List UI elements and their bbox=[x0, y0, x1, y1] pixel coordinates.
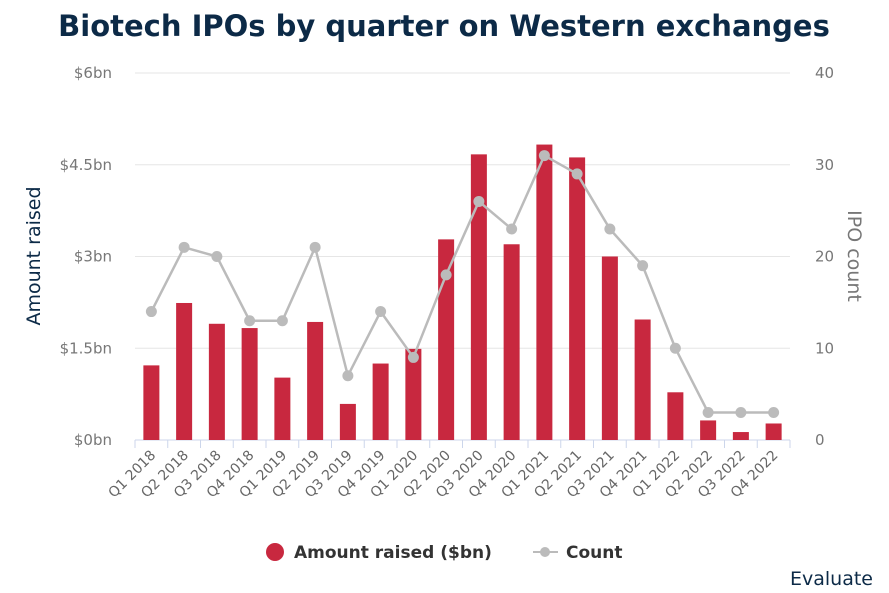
left-axis-label: Amount raised bbox=[23, 186, 45, 325]
count-point bbox=[506, 223, 518, 235]
bar bbox=[470, 154, 487, 440]
count-point bbox=[768, 406, 780, 418]
bar bbox=[208, 323, 225, 440]
bar bbox=[569, 157, 586, 440]
bar bbox=[143, 365, 160, 440]
left-tick-label: $6bn bbox=[74, 64, 112, 82]
right-tick-label: 30 bbox=[815, 156, 834, 174]
bar bbox=[700, 420, 717, 440]
line-series bbox=[145, 150, 780, 418]
right-tick-label: 40 bbox=[815, 64, 834, 82]
count-point bbox=[669, 342, 681, 354]
count-point bbox=[637, 260, 649, 272]
count-point bbox=[178, 241, 190, 253]
grid bbox=[135, 72, 790, 441]
right-tick-label: 0 bbox=[815, 431, 825, 449]
right-tick-label: 10 bbox=[815, 339, 834, 357]
chart-title: Biotech IPOs by quarter on Western excha… bbox=[58, 9, 830, 43]
source-label: Evaluate bbox=[790, 568, 873, 590]
left-tick-label: $1.5bn bbox=[60, 339, 112, 357]
count-point bbox=[571, 168, 583, 180]
bar bbox=[405, 348, 422, 440]
right-axis-label: IPO count bbox=[843, 210, 865, 302]
bar bbox=[536, 144, 553, 440]
count-point bbox=[473, 195, 485, 207]
legend-bar-label: Amount raised ($bn) bbox=[294, 543, 492, 563]
bar bbox=[732, 432, 749, 440]
bar-series bbox=[143, 144, 782, 440]
count-point bbox=[375, 306, 387, 318]
bar bbox=[339, 403, 356, 440]
right-tick-label: 20 bbox=[815, 248, 834, 266]
count-point bbox=[604, 223, 616, 235]
left-axis-ticks: $0bn $1.5bn $3bn $4.5bn $6bn bbox=[60, 64, 112, 449]
count-point bbox=[276, 315, 288, 327]
bar bbox=[274, 377, 291, 440]
count-point bbox=[407, 351, 419, 363]
bar bbox=[307, 321, 324, 440]
bar bbox=[667, 392, 684, 440]
count-point bbox=[538, 150, 550, 162]
bar bbox=[176, 302, 193, 440]
bar bbox=[503, 244, 520, 440]
bar bbox=[765, 423, 782, 440]
count-point bbox=[244, 315, 256, 327]
count-point bbox=[735, 406, 747, 418]
right-axis-ticks: 0 10 20 30 40 bbox=[815, 64, 834, 449]
count-point bbox=[145, 306, 157, 318]
count-point bbox=[211, 251, 223, 262]
legend-line-label: Count bbox=[566, 543, 623, 563]
bar bbox=[372, 363, 389, 440]
legend-line-marker bbox=[540, 547, 550, 557]
left-tick-label: $4.5bn bbox=[60, 156, 112, 174]
bar bbox=[601, 256, 618, 440]
left-tick-label: $0bn bbox=[74, 431, 112, 449]
bar bbox=[438, 239, 455, 440]
legend-bar-marker bbox=[266, 543, 284, 561]
left-tick-label: $3bn bbox=[74, 248, 112, 266]
count-point bbox=[440, 269, 452, 281]
bar bbox=[634, 319, 651, 440]
count-point bbox=[309, 241, 321, 253]
count-point bbox=[702, 406, 714, 418]
bar bbox=[241, 328, 258, 440]
legend: Amount raised ($bn) Count bbox=[266, 543, 623, 563]
count-point bbox=[342, 370, 354, 382]
